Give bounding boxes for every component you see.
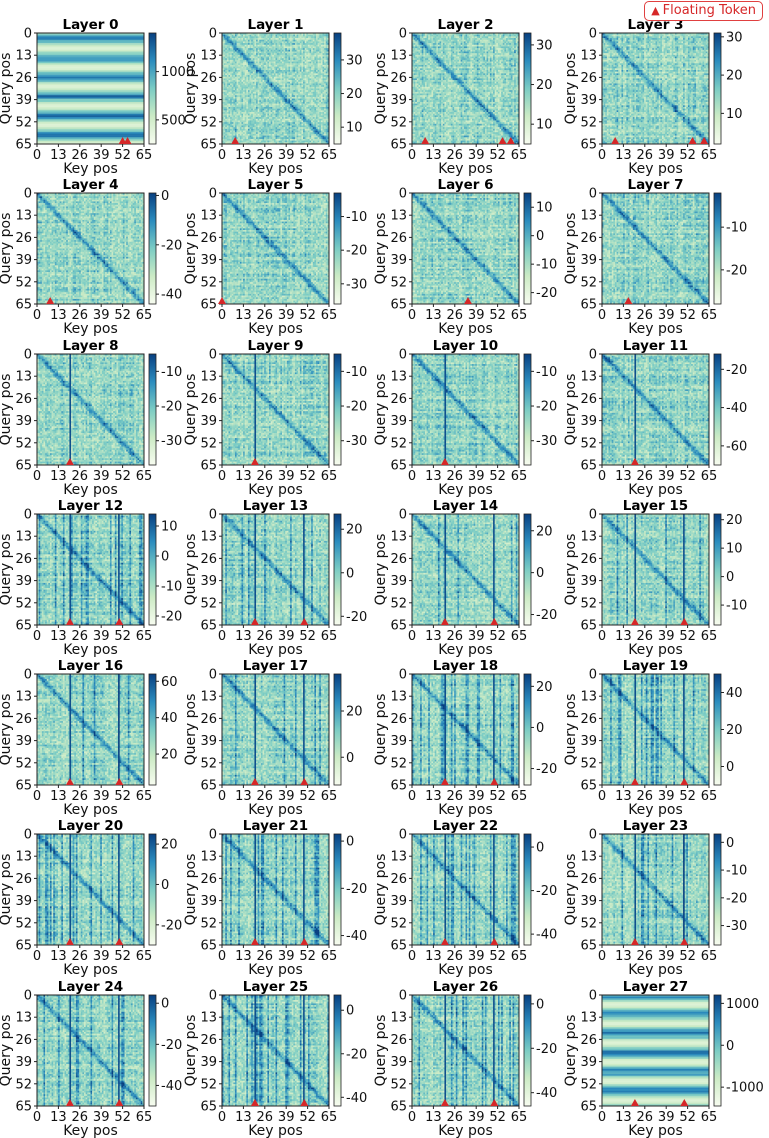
y-tick-label: 0	[24, 27, 32, 42]
heatmap-cells	[37, 33, 144, 144]
heatmap-row	[37, 55, 144, 57]
y-tick-label: 13	[15, 49, 32, 64]
heatmap-row	[37, 46, 144, 48]
heatmap-row	[37, 92, 144, 94]
heatmap-row	[37, 102, 144, 104]
colorbar	[149, 33, 156, 144]
y-tick-label: 39	[15, 93, 32, 108]
x-axis-label: Key pos	[63, 161, 118, 177]
heatmap-cells	[222, 33, 329, 144]
x-tick-label: 65	[136, 148, 153, 163]
y-tick-label: 26	[15, 71, 32, 86]
heatmap-row	[37, 83, 144, 85]
x-tick-label: 0	[33, 148, 41, 163]
heatmap-row	[37, 36, 144, 38]
y-axis-label: Query pos	[0, 53, 14, 125]
heatmap-row	[37, 120, 144, 122]
y-tick-label: 52	[15, 115, 32, 130]
panel-title: Layer 0	[62, 17, 118, 33]
heatmap-row	[37, 129, 144, 131]
heatmap-figure: Layer 00013132626393952526565Key posQuer…	[0, 0, 769, 1138]
panel-title: Layer 1	[247, 17, 303, 33]
y-tick-label: 65	[15, 138, 32, 153]
heatmap-row	[37, 65, 144, 67]
heatmap-row	[37, 73, 144, 75]
heatmap-row	[37, 110, 144, 112]
